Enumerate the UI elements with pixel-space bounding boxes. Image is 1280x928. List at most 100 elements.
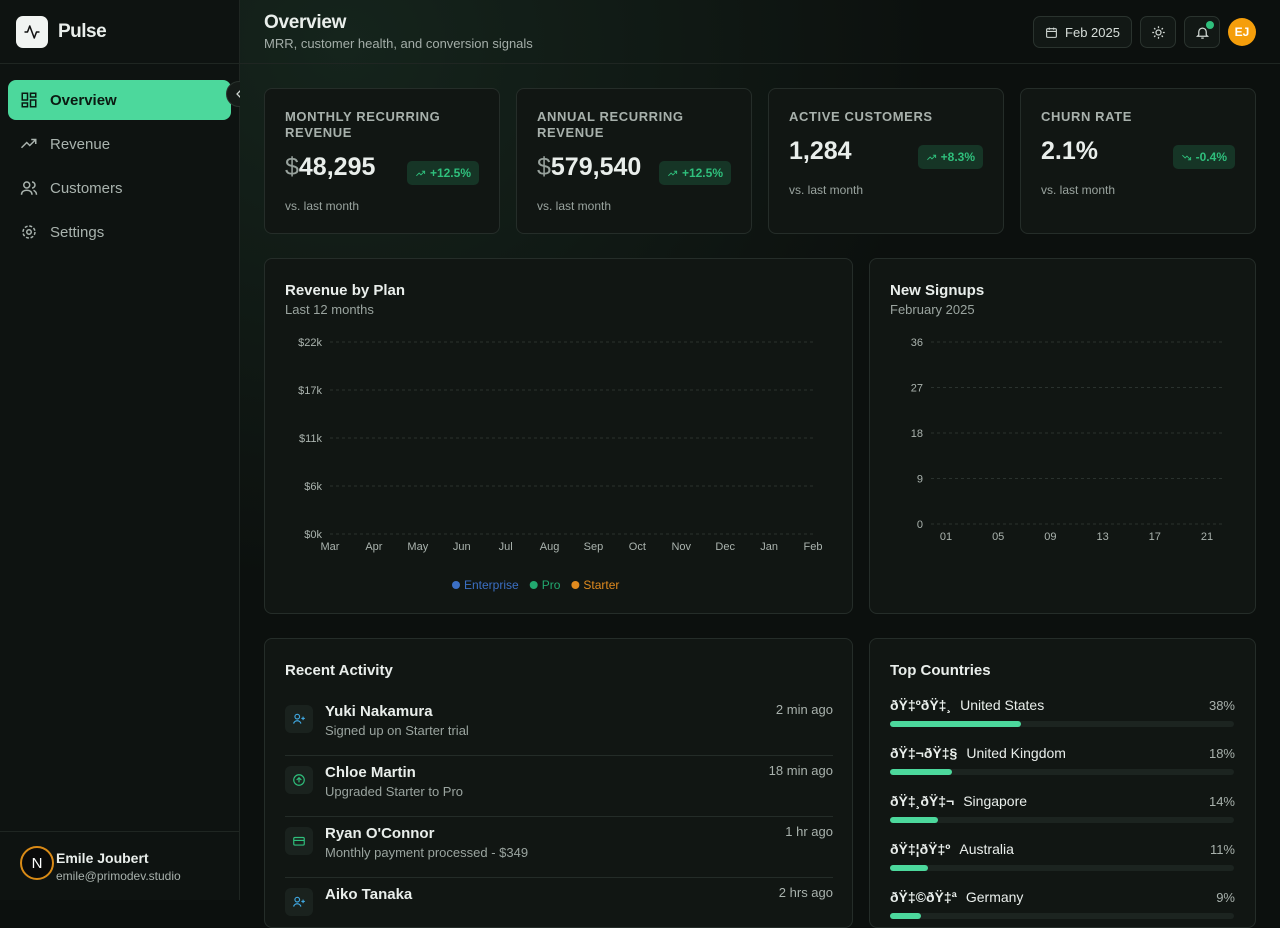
activity-row[interactable]: Aiko Tanaka 2 hrs ago	[285, 878, 833, 927]
activity-detail: Upgraded Starter to Pro	[325, 784, 464, 799]
nav-item[interactable]: Revenue	[8, 124, 231, 164]
user-avatar[interactable]: N	[20, 846, 54, 880]
country-label: ðŸ‡¸ðŸ‡¬ Singapore	[890, 793, 1027, 809]
trend-icon	[416, 170, 426, 176]
country-label: ðŸ‡ºðŸ‡¸ United States	[890, 697, 1044, 713]
activity-icon-glyph	[293, 836, 305, 846]
theme-button[interactable]	[1140, 16, 1176, 48]
activity-row[interactable]: Ryan O'Connor Monthly payment processed -…	[285, 817, 833, 878]
date-button[interactable]: Feb 2025	[1033, 16, 1132, 48]
activity-icon-glyph	[293, 713, 305, 724]
user-name: Emile Joubert	[56, 850, 149, 866]
activity-detail: Monthly payment processed - $349	[325, 845, 529, 860]
x-tick-label: 13	[1096, 531, 1108, 543]
nav-icon	[20, 138, 37, 149]
country-name: United Kingdom	[966, 745, 1066, 761]
sidebar: Pulse Overview Revenue Customers Setting…	[0, 0, 240, 900]
country-label: ðŸ‡©ðŸ‡ª Germany	[890, 889, 1023, 905]
country-bar	[890, 817, 939, 823]
x-tick-label: 21	[1201, 531, 1213, 543]
country-flag: ðŸ‡©ðŸ‡ª	[890, 889, 957, 905]
kpi-label: ACTIVE CUSTOMERS	[789, 109, 933, 124]
kpi-currency: $	[285, 153, 299, 181]
nav-item[interactable]: Settings	[8, 212, 231, 252]
y-tick-label: $22k	[298, 337, 322, 349]
x-tick-label: Jan	[760, 541, 778, 553]
activity-time: 2 hrs ago	[778, 885, 833, 900]
revenue-card: Revenue by Plan Last 12 months $0k $6k $11…	[264, 258, 853, 614]
y-tick-label: $6k	[304, 481, 322, 493]
kpi-number: 2.1%	[1041, 137, 1098, 165]
country-track	[890, 721, 1234, 727]
kpi-card: MONTHLY RECURRING REVENUE $48,295 +12.5% vs…	[264, 88, 500, 234]
logo[interactable]	[16, 16, 48, 48]
activity-time: 2 min ago	[775, 702, 833, 717]
divider	[240, 63, 1280, 64]
brand-name: Pulse	[58, 21, 107, 42]
date-label: Feb 2025	[1065, 24, 1120, 40]
country-flag: ðŸ‡ºðŸ‡¸	[890, 697, 952, 713]
country-share: 18%	[1208, 746, 1235, 761]
nav-item[interactable]: Overview	[8, 80, 231, 120]
nav-label: Customers	[50, 179, 123, 197]
y-tick-label: 0	[917, 519, 923, 531]
kpi-number: 579,540	[550, 153, 642, 181]
kpi-note: vs. last month	[537, 199, 612, 213]
activity-card: Recent Activity Yuki Nakamura Signed up o…	[264, 638, 853, 928]
x-tick-label: Aug	[540, 541, 560, 553]
legend-label[interactable]: Starter	[583, 578, 619, 592]
y-tick-label: 27	[911, 383, 923, 395]
activity-detail: Signed up on Starter trial	[325, 723, 469, 738]
country-bar	[890, 913, 921, 919]
x-tick-label: May	[407, 541, 428, 553]
activity-name: Ryan O'Connor	[325, 825, 435, 842]
notification-dot	[1206, 21, 1214, 29]
activity-name: Chloe Martin	[325, 764, 416, 781]
activity-icon	[285, 888, 313, 916]
kpi-change-text: -0.4%	[1195, 150, 1227, 164]
activity-name: Yuki Nakamura	[325, 703, 433, 720]
legend-label[interactable]: Pro	[542, 578, 561, 592]
legend-label[interactable]: Enterprise	[464, 578, 519, 592]
bell-icon	[1195, 27, 1209, 39]
kpi-change-text: +12.5%	[681, 166, 723, 180]
trend-icon	[1181, 154, 1191, 160]
activity-icon	[285, 827, 313, 855]
kpi-number: 1,284	[789, 137, 852, 165]
country-name: Singapore	[963, 793, 1028, 809]
page-subtitle: MRR, customer health, and conversion sig…	[264, 36, 533, 51]
kpi-label: CHURN RATE	[1041, 109, 1132, 124]
kpi-note: vs. last month	[285, 199, 360, 213]
sun-icon	[1151, 25, 1165, 39]
activity-row[interactable]: Yuki Nakamura Signed up on Starter trial 2…	[285, 695, 833, 756]
country-bar	[890, 865, 928, 871]
nav-icon	[21, 92, 37, 108]
kpi-value: $579,540	[537, 153, 641, 182]
legend-swatch	[452, 581, 460, 589]
x-tick-label: Oct	[629, 541, 646, 553]
activity-icon	[285, 766, 313, 794]
header-avatar[interactable]: EJ	[1228, 18, 1256, 46]
nav-icon	[20, 181, 38, 195]
kpi-label: MONTHLY RECURRING REVENUE	[285, 109, 441, 140]
nav-icon	[22, 225, 36, 239]
kpi-note: vs. last month	[1041, 183, 1116, 197]
country-label: ðŸ‡¬ðŸ‡§ United Kingdom	[890, 745, 1066, 761]
x-tick-label: 09	[1044, 531, 1056, 543]
x-tick-label: 05	[992, 531, 1004, 543]
country-track	[890, 865, 1234, 871]
legend-swatch	[571, 581, 580, 589]
x-tick-label: Jun	[453, 541, 471, 553]
logo-icon	[24, 25, 40, 39]
country-track	[890, 817, 1234, 823]
x-tick-label: Mar	[321, 541, 340, 553]
country-share: 14%	[1208, 794, 1235, 809]
kpi-note: vs. last month	[789, 183, 864, 197]
activity-icon	[285, 705, 313, 733]
kpi-currency: $	[537, 153, 551, 181]
activity-row[interactable]: Chloe Martin Upgraded Starter to Pro 18 mi…	[285, 756, 833, 817]
nav-item[interactable]: Customers	[8, 168, 231, 208]
notifications-button[interactable]	[1184, 16, 1220, 48]
country-label: ðŸ‡¦ðŸ‡º Australia	[890, 841, 1014, 857]
